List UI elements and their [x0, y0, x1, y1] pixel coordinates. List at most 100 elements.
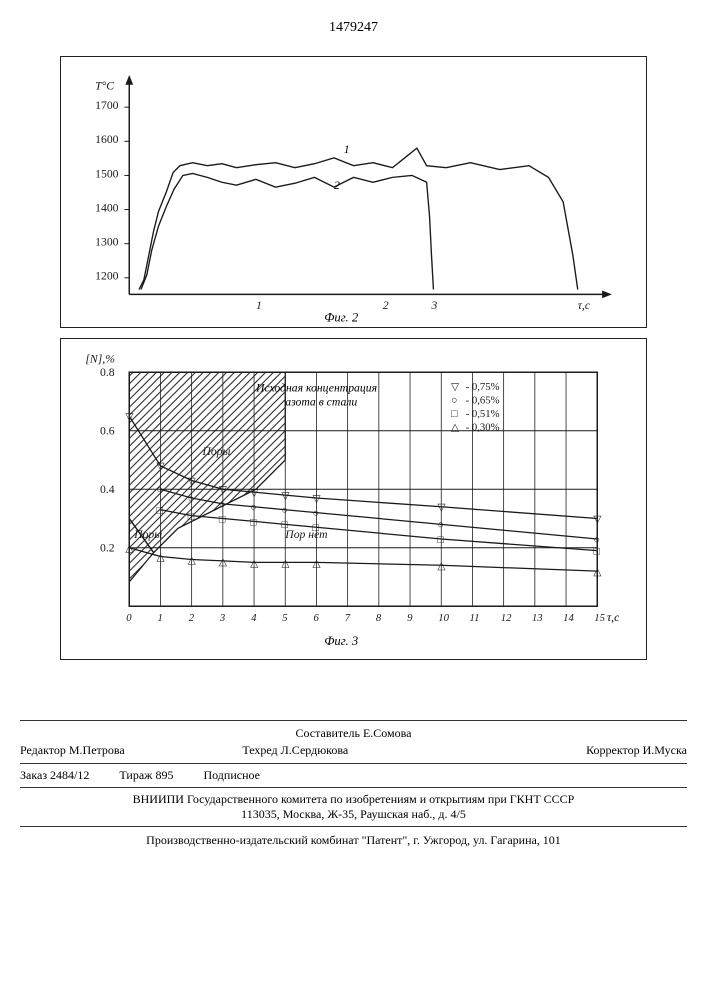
data-marker: ○ [313, 508, 319, 520]
ytick: 0.8 [100, 366, 115, 379]
chart-fig3: [N],% 0.8 0.6 0.4 0.2 012345678910111213… [60, 338, 647, 660]
order-no: Заказ 2484/12 [20, 768, 89, 783]
hatched-region [129, 372, 285, 552]
legend-marker: ○ [451, 394, 457, 406]
data-marker: ▽ [437, 502, 446, 514]
corrector-label: Корректор [586, 743, 640, 757]
data-marker: ▽ [281, 490, 290, 502]
series-label-1: 1 [344, 143, 350, 156]
institution-line2: 113035, Москва, Ж-35, Раушская наб., д. … [20, 807, 687, 822]
xtick: 10 [438, 612, 449, 624]
legend-label: - 0,30% [466, 422, 500, 434]
chart-fig2: T°C 1700 1600 1500 1400 1300 1200 1 2 3 … [60, 56, 647, 328]
series-label-2: 2 [334, 179, 340, 192]
subscription: Подписное [203, 768, 260, 783]
xtick: 8 [376, 612, 382, 624]
ytick: 1500 [95, 167, 119, 180]
xlabel: τ,с [578, 299, 591, 312]
hatch-label-2: Поры [133, 528, 162, 541]
xtick: 2 [383, 299, 389, 312]
hatch-label-1: Поры [201, 445, 230, 458]
techred-label: Техред [242, 743, 277, 757]
ytick: 1700 [95, 99, 119, 112]
tirazh: Тираж 895 [119, 768, 173, 783]
xtick: 5 [282, 612, 288, 624]
series-line [129, 548, 597, 571]
ytick: 0.2 [100, 542, 115, 555]
xtick: 7 [345, 612, 351, 624]
data-marker: ○ [281, 505, 287, 517]
xtick: 1 [256, 299, 262, 312]
legend-label: - 0,75% [466, 381, 500, 393]
xtick: 0 [126, 612, 132, 624]
ytick: 1400 [95, 201, 119, 214]
series-2 [141, 173, 434, 289]
corrector-name: И.Муска [643, 743, 687, 757]
data-marker: ○ [157, 484, 163, 496]
ytick: 0.6 [100, 425, 115, 438]
legend-marker: □ [451, 408, 458, 420]
data-marker: △ [157, 551, 166, 563]
data-marker: ○ [250, 502, 256, 514]
xtick: 13 [532, 612, 543, 624]
xtick: 3 [430, 299, 437, 312]
ytick: 1300 [95, 236, 119, 249]
ylabel: T°C [95, 80, 114, 93]
data-marker: □ [219, 513, 226, 525]
xtick: 12 [501, 612, 512, 624]
ytick: 1600 [95, 133, 119, 146]
xtick: 14 [563, 612, 574, 624]
data-marker: □ [313, 522, 320, 534]
page-number: 1479247 [20, 20, 687, 36]
data-marker: △ [188, 554, 197, 566]
ylabel: [N],% [85, 353, 115, 366]
data-marker: □ [157, 505, 164, 517]
data-marker: □ [593, 546, 600, 558]
data-marker: △ [281, 557, 290, 569]
data-marker: ▽ [250, 487, 259, 499]
data-marker: △ [437, 560, 446, 572]
data-marker: ▽ [125, 411, 134, 423]
compiler-label: Составитель [295, 726, 359, 740]
xtick: 11 [470, 612, 480, 624]
data-marker: ▽ [188, 475, 197, 487]
data-marker: ○ [188, 493, 194, 505]
ytick: 1200 [95, 270, 119, 283]
credits-block: Составитель Е.Сомова Редактор М.Петрова … [20, 720, 687, 764]
publisher: Производственно-издательский комбинат "П… [20, 827, 687, 854]
xtick: 15 [594, 612, 605, 624]
data-marker: △ [593, 566, 602, 578]
editor-label: Редактор [20, 743, 66, 757]
clear-label: Пор нет [284, 528, 327, 541]
data-marker: □ [188, 510, 195, 522]
xtick: 9 [407, 612, 413, 624]
xtick: 6 [314, 612, 320, 624]
institution-line1: ВНИИПИ Государственного комитета по изоб… [20, 792, 687, 807]
data-marker: ▽ [313, 493, 322, 505]
compiler-name: Е.Сомова [363, 726, 412, 740]
data-marker: ▽ [157, 461, 166, 473]
legend-marker: △ [451, 422, 460, 434]
xtick: 1 [158, 612, 163, 624]
xlabel: τ,с [607, 611, 620, 624]
legend-label: - 0,51% [466, 408, 500, 420]
ytick: 0.4 [100, 483, 115, 496]
data-marker: □ [281, 519, 288, 531]
xtick: 3 [219, 612, 225, 624]
data-marker: ○ [437, 519, 443, 531]
series-1 [139, 148, 578, 289]
data-marker: △ [250, 557, 259, 569]
data-marker: △ [313, 557, 322, 569]
data-marker: ○ [219, 499, 225, 511]
data-marker: ▽ [219, 484, 228, 496]
data-marker: ▽ [593, 513, 602, 525]
chart-caption: Фиг. 2 [324, 311, 359, 325]
order-row: Заказ 2484/12 Тираж 895 Подписное [20, 764, 687, 788]
data-marker: △ [125, 543, 134, 555]
data-marker: □ [250, 516, 257, 528]
legend-marker: ▽ [451, 381, 460, 393]
data-marker: △ [219, 556, 228, 568]
xtick: 4 [251, 612, 257, 624]
institution: ВНИИПИ Государственного комитета по изоб… [20, 788, 687, 827]
xtick: 2 [189, 612, 195, 624]
